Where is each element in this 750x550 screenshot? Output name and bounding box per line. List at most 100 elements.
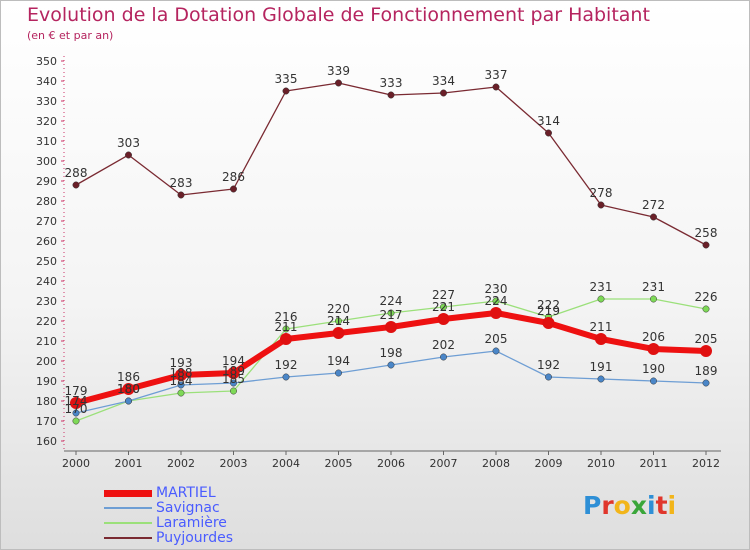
data-point-laramiere — [597, 295, 605, 303]
data-point-savignac — [440, 353, 447, 361]
x-tick-label: 2002 — [167, 457, 195, 470]
data-point-martiel — [227, 367, 240, 379]
x-tick-label: 2000 — [62, 457, 90, 470]
data-point-martiel — [175, 369, 187, 381]
x-tick-label: 2011 — [640, 457, 668, 470]
x-tick-label: 2012 — [692, 457, 720, 470]
data-label-laramiere: 216 — [275, 310, 298, 324]
data-point-laramiere — [702, 305, 710, 313]
data-point-savignac — [702, 379, 710, 387]
y-tick-label: 300 — [36, 155, 57, 168]
data-point-savignac — [597, 375, 605, 383]
chart-subtitle: (en € et par an) — [27, 29, 114, 42]
data-point-martiel — [437, 313, 450, 325]
data-label-martiel: 206 — [642, 330, 665, 344]
logo-letter: x — [630, 491, 647, 520]
data-point-martiel — [280, 333, 292, 345]
y-tick-label: 330 — [36, 95, 57, 108]
data-label-laramiere: 231 — [590, 280, 613, 294]
data-label-martiel: 217 — [380, 308, 403, 322]
data-label-savignac: 192 — [275, 358, 298, 372]
logo-letter: i — [667, 491, 677, 520]
data-point-savignac — [545, 373, 552, 381]
data-point-laramiere — [440, 303, 447, 311]
y-tick-label: 280 — [36, 195, 57, 208]
data-label-puyjourdes: 337 — [485, 68, 508, 82]
y-tick-label: 190 — [36, 375, 57, 388]
data-label-martiel: 221 — [432, 300, 455, 314]
data-point-puyjourdes — [597, 201, 605, 209]
legend-label-puyjourdes: Puyjourdes — [156, 530, 233, 546]
data-label-martiel: 211 — [275, 320, 298, 334]
data-point-savignac — [282, 373, 290, 381]
data-point-martiel — [700, 345, 712, 357]
x-tick-label: 2005 — [325, 457, 353, 470]
y-tick-label: 180 — [36, 395, 57, 408]
y-tick-label: 230 — [36, 295, 57, 308]
data-point-laramiere — [230, 387, 237, 395]
y-tick-label: 160 — [36, 435, 57, 448]
data-point-martiel — [542, 317, 555, 329]
y-tick-label: 340 — [36, 75, 57, 88]
data-point-puyjourdes — [492, 83, 500, 91]
logo-letter: o — [613, 491, 631, 520]
data-point-savignac — [125, 397, 132, 405]
legend-swatch-puyjourdes — [104, 537, 152, 539]
legend-label-laramiere: Laramière — [156, 515, 227, 531]
data-label-puyjourdes: 333 — [380, 76, 403, 90]
x-tick-label: 2008 — [482, 457, 510, 470]
data-label-savignac: 205 — [485, 332, 508, 346]
data-point-puyjourdes — [72, 181, 80, 189]
x-tick-label: 2009 — [535, 457, 563, 470]
data-label-savignac: 190 — [642, 362, 665, 376]
data-label-laramiere: 226 — [695, 290, 718, 304]
data-point-savignac — [387, 361, 395, 369]
data-point-laramiere — [177, 389, 185, 397]
data-point-savignac — [72, 409, 80, 417]
data-label-laramiere: 180 — [117, 382, 140, 396]
data-label-puyjourdes: 288 — [65, 166, 88, 180]
data-label-laramiere: 170 — [65, 402, 88, 416]
data-point-puyjourdes — [335, 79, 342, 87]
data-point-martiel — [332, 327, 345, 339]
y-tick-label: 310 — [36, 135, 57, 148]
legend-label-martiel: MARTIEL — [156, 485, 216, 501]
data-point-puyjourdes — [702, 241, 710, 249]
data-label-savignac: 180 — [117, 382, 140, 396]
data-label-puyjourdes: 272 — [642, 198, 665, 212]
data-label-laramiere: 224 — [380, 294, 403, 308]
y-tick-label: 320 — [36, 115, 57, 128]
data-point-laramiere — [650, 295, 657, 303]
x-tick-label: 2010 — [587, 457, 615, 470]
data-label-laramiere: 185 — [222, 372, 245, 386]
data-label-puyjourdes: 283 — [170, 176, 193, 190]
data-label-laramiere: 184 — [170, 374, 193, 388]
data-label-martiel: 211 — [590, 320, 613, 334]
data-label-savignac: 189 — [222, 364, 245, 378]
data-point-martiel — [595, 333, 607, 345]
x-tick-label: 2007 — [430, 457, 458, 470]
data-label-puyjourdes: 335 — [275, 72, 298, 86]
x-tick-label: 2004 — [272, 457, 300, 470]
y-tick-label: 240 — [36, 275, 57, 288]
legend-swatch-martiel — [104, 489, 152, 497]
data-point-martiel — [385, 321, 397, 333]
data-point-laramiere — [72, 417, 80, 425]
data-label-martiel: 194 — [222, 354, 245, 368]
x-tick-label: 2001 — [115, 457, 143, 470]
data-label-laramiere: 227 — [432, 288, 455, 302]
y-tick-label: 170 — [36, 415, 57, 428]
data-point-laramiere — [492, 297, 500, 305]
data-label-martiel: 224 — [485, 294, 508, 308]
data-point-puyjourdes — [440, 89, 447, 97]
data-label-puyjourdes: 286 — [222, 170, 245, 184]
chart-title: Evolution de la Dotation Globale de Fonc… — [27, 4, 650, 26]
data-label-martiel: 193 — [170, 356, 193, 370]
y-tick-label: 260 — [36, 235, 57, 248]
logo-letter: i — [647, 491, 656, 520]
logo-letter: P — [583, 491, 602, 520]
legend-label-savignac: Savignac — [156, 500, 220, 516]
data-label-savignac: 188 — [170, 366, 193, 380]
data-label-savignac: 198 — [380, 346, 403, 360]
